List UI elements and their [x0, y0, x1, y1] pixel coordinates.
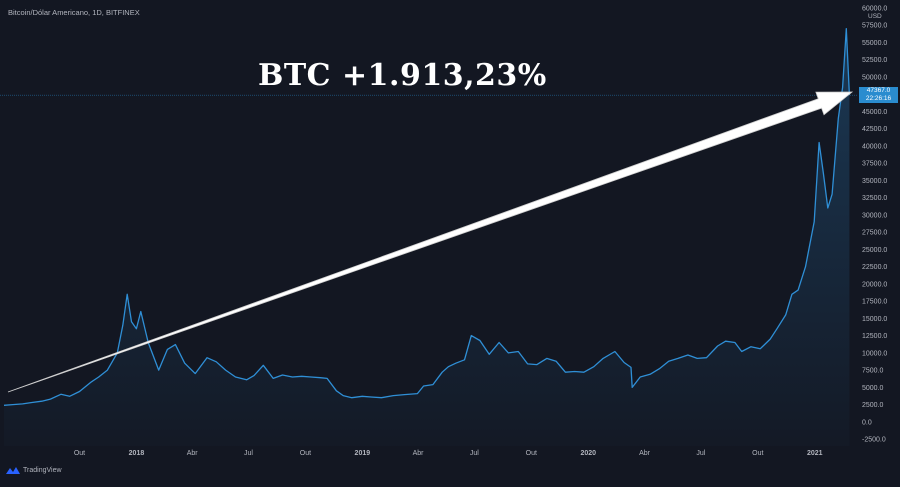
price-area-fill — [4, 28, 850, 446]
x-tick-label: Out — [74, 450, 85, 457]
x-tick-label: 2019 — [355, 450, 371, 457]
x-tick-label: Out — [752, 450, 763, 457]
y-tick-label: 20000.0 — [862, 281, 887, 288]
x-tick-label: 2021 — [807, 450, 823, 457]
y-tick-label: 2500.0 — [862, 402, 884, 409]
y-tick-label: 35000.0 — [862, 178, 887, 185]
y-tick-label: 55000.0 — [862, 40, 887, 47]
y-tick-label: 7500.0 — [862, 368, 884, 375]
y-tick-label: 22500.0 — [862, 264, 887, 271]
price-series-line — [3, 28, 851, 406]
current-price-tag: 47367.0 22:26:16 — [859, 87, 898, 103]
y-tick-label: 25000.0 — [862, 247, 887, 254]
y-tick-label: 50000.0 — [862, 74, 887, 81]
y-tick-label: 60000.0 — [862, 6, 887, 13]
y-tick-label: 45000.0 — [862, 109, 887, 116]
x-tick-label: 2018 — [129, 450, 145, 457]
symbol-title: Bitcoin/Dólar Americano, 1D, BITFINEX — [8, 8, 140, 17]
y-tick-label: 15000.0 — [862, 316, 887, 323]
y-tick-label: 10000.0 — [862, 350, 887, 357]
axis-currency-label: USD — [868, 13, 882, 20]
y-tick-label: 40000.0 — [862, 143, 887, 150]
y-tick-label: 57500.0 — [862, 23, 887, 30]
y-tick-label: 0.0 — [862, 419, 872, 426]
x-tick-label: Jul — [244, 450, 253, 457]
x-tick-label: Out — [300, 450, 311, 457]
x-tick-label: Jul — [696, 450, 705, 457]
headline-gain: BTC +1.913,23% — [258, 58, 547, 93]
y-tick-label: 5000.0 — [862, 385, 884, 392]
bar-countdown: 22:26:16 — [865, 95, 892, 102]
y-tick-label: 12500.0 — [862, 333, 887, 340]
current-price-value: 47367.0 — [866, 87, 891, 94]
y-tick-label: 17500.0 — [862, 299, 887, 306]
y-tick-label: 37500.0 — [862, 161, 887, 168]
y-tick-label: 42500.0 — [862, 126, 887, 133]
y-tick-label: 32500.0 — [862, 195, 887, 202]
tradingview-brand[interactable]: TradingView — [6, 466, 62, 475]
x-tick-label: Jul — [470, 450, 479, 457]
tradingview-logo-icon — [6, 467, 20, 474]
x-tick-label: Abr — [639, 450, 651, 457]
y-tick-label: 30000.0 — [862, 212, 887, 219]
x-tick-label: Abr — [187, 450, 199, 457]
y-tick-label: 27500.0 — [862, 230, 887, 237]
y-tick-label: -2500.0 — [862, 437, 886, 444]
x-tick-label: Abr — [413, 450, 425, 457]
growth-arrow — [7, 91, 854, 393]
y-tick-label: 52500.0 — [862, 57, 887, 64]
x-tick-label: Out — [526, 450, 537, 457]
tradingview-brand-label: TradingView — [23, 467, 62, 474]
x-tick-label: 2020 — [580, 450, 596, 457]
